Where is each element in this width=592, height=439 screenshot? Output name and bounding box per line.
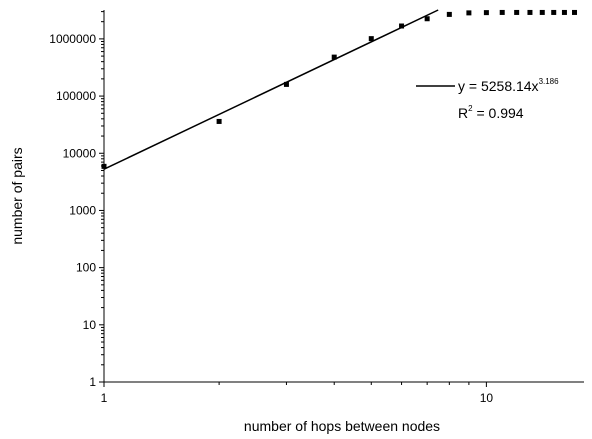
legend-fit-exponent: 3.186	[539, 77, 560, 86]
data-point	[514, 9, 520, 15]
data-point	[466, 10, 472, 16]
x-tick-label: 10	[480, 391, 494, 405]
y-axis-ticks: 1 10 100 1000 10000 100000 1000000	[49, 11, 104, 389]
data-point	[499, 9, 505, 15]
y-tick-label: 100000	[56, 89, 96, 103]
y-tick-label: 1000	[69, 203, 96, 217]
legend-r2-prefix: R	[458, 105, 468, 121]
data-point	[561, 9, 567, 15]
y-tick-label: 10	[83, 318, 97, 332]
x-tick-label: 1	[101, 391, 108, 405]
fit-layer	[103, 9, 439, 170]
data-point	[283, 81, 289, 87]
data-point	[331, 54, 337, 60]
x-axis-title: number of hops between nodes	[244, 418, 440, 434]
y-tick-label: 10000	[63, 146, 97, 160]
plot-axes: 1 10 100 1000 10000 100000 1000000 1 10	[49, 10, 584, 405]
data-point	[572, 9, 578, 15]
data-points	[101, 9, 578, 169]
y-axis-title: number of pairs	[9, 147, 25, 244]
legend: y = 5258.14x3.186 R2 = 0.994	[416, 77, 559, 121]
data-point	[551, 9, 557, 15]
x-axis-ticks: 1 10	[101, 382, 494, 405]
data-point	[483, 10, 489, 16]
data-point	[101, 163, 107, 169]
legend-r2-sup: 2	[468, 104, 473, 113]
y-tick-label: 100	[76, 261, 96, 275]
data-point	[368, 36, 374, 42]
y-tick-label: 1000000	[49, 32, 96, 46]
data-point	[424, 16, 430, 22]
data-point	[539, 9, 545, 15]
data-point	[446, 11, 452, 17]
legend-fit-prefix: y = 5258.14x	[458, 78, 539, 94]
legend-r-squared: R2 = 0.994	[458, 104, 524, 121]
y-tick-label: 1	[89, 375, 96, 389]
legend-fit-equation: y = 5258.14x3.186	[458, 77, 559, 94]
legend-r2-value: = 0.994	[473, 105, 524, 121]
data-point	[527, 9, 533, 15]
data-point	[399, 23, 405, 29]
fit-line	[103, 9, 439, 170]
data-point	[216, 118, 222, 124]
